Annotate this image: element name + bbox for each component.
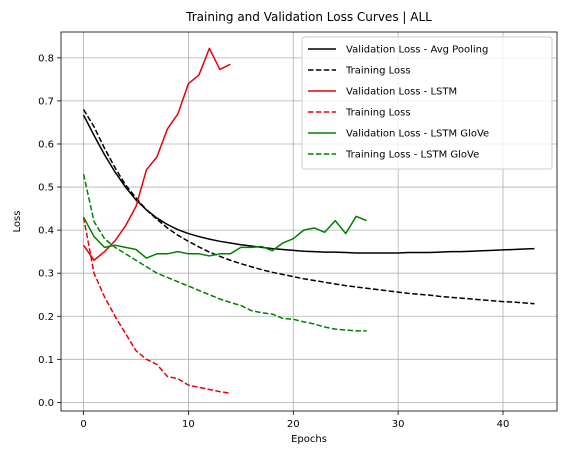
series-line-0 xyxy=(82,114,535,254)
series-lines xyxy=(82,47,535,395)
y-tick-label: 0.7 xyxy=(38,96,54,107)
y-tick-label: 0.8 xyxy=(38,53,54,64)
x-tick-label: 10 xyxy=(182,419,195,430)
y-tick-label: 0.2 xyxy=(38,312,54,323)
legend-entry-5: Training Loss - LSTM GloVe xyxy=(345,150,479,161)
x-tick-label: 40 xyxy=(497,419,510,430)
legend-entry-0: Validation Loss - Avg Pooling xyxy=(346,45,488,56)
legend: Validation Loss - Avg Pooling Training Lo… xyxy=(301,36,553,170)
x-tick-label: 30 xyxy=(392,419,405,430)
legend-entry-3: Training Loss xyxy=(345,108,411,119)
chart-title: Training and Validation Loss Curves | AL… xyxy=(185,10,432,24)
legend-entry-2: Validation Loss - LSTM xyxy=(346,87,457,98)
y-tick-label: 0.5 xyxy=(38,183,54,194)
x-axis-label: Epochs xyxy=(291,434,327,445)
series-line-1 xyxy=(82,109,535,305)
plot-frame xyxy=(60,31,558,412)
y-axis-label: Loss xyxy=(12,211,23,233)
y-tick-label: 0.0 xyxy=(38,398,54,409)
y-tick-label: 0.3 xyxy=(38,269,54,280)
y-tick-label: 0.1 xyxy=(38,355,54,366)
legend-entry-4: Validation Loss - LSTM GloVe xyxy=(346,129,489,140)
legend-box xyxy=(301,36,553,170)
series-line-5 xyxy=(82,173,367,332)
x-tick-label: 20 xyxy=(287,419,300,430)
legend-entry-1: Training Loss xyxy=(345,66,411,77)
axis-ticks: 0 10 20 30 40 0.0 0.1 0.2 0.3 0.4 0.5 0.6 0.7 0.8 xyxy=(38,53,509,430)
x-tick-label: 0 xyxy=(80,419,86,430)
series-line-2 xyxy=(82,47,231,262)
series-line-3 xyxy=(82,217,231,395)
y-tick-label: 0.4 xyxy=(38,226,54,237)
y-tick-label: 0.6 xyxy=(38,139,54,150)
series-line-4 xyxy=(82,215,367,259)
